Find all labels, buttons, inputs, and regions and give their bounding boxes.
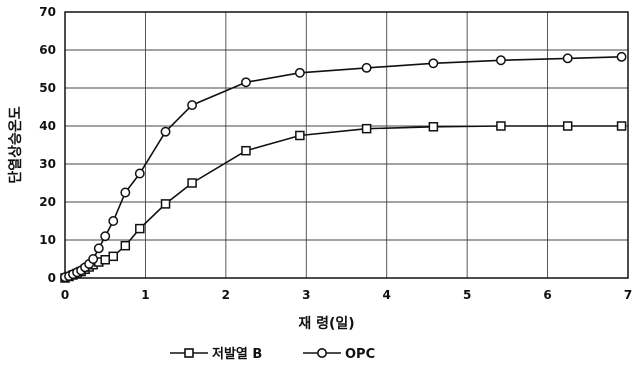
data-point-square <box>562 121 573 131</box>
data-point-square <box>428 122 439 132</box>
data-point-circle <box>241 77 251 88</box>
y-tick-label: 20 <box>39 195 56 209</box>
data-point-circle <box>134 168 145 179</box>
legend-label-opc: OPC <box>345 347 375 362</box>
data-point-circle <box>428 58 439 69</box>
data-point-circle <box>88 254 99 264</box>
data-point-circle <box>616 51 627 62</box>
data-point-circle <box>562 53 573 64</box>
data-point-square <box>241 145 251 156</box>
y-tick-label: 0 <box>48 271 56 285</box>
y-tick-label: 70 <box>39 5 56 19</box>
data-point-circle <box>160 126 171 137</box>
data-point-circle <box>93 243 104 254</box>
series-line <box>64 56 622 278</box>
y-tick-label: 50 <box>39 81 56 95</box>
data-point-square <box>120 240 131 251</box>
legend: 저발열 B OPC <box>170 346 375 362</box>
series-opc <box>60 51 627 283</box>
x-tick-label: 5 <box>463 288 471 302</box>
legend-marker-square <box>184 348 194 358</box>
data-point-circle <box>495 55 506 66</box>
y-tick-label: 30 <box>39 157 56 171</box>
y-tick-label: 10 <box>39 233 56 247</box>
data-point-square <box>160 199 171 209</box>
y-tick-label: 60 <box>39 43 56 57</box>
legend-label-low-heat-b: 저발열 B <box>212 346 262 362</box>
x-tick-label: 4 <box>383 288 391 302</box>
data-point-square <box>496 121 506 131</box>
plot-frame <box>64 11 629 279</box>
data-point-circle <box>361 62 372 73</box>
data-point-square <box>295 130 305 141</box>
data-point-circle <box>100 231 111 242</box>
x-tick-label: 2 <box>222 288 230 302</box>
legend-item-opc: OPC <box>303 347 375 362</box>
y-axis-ticks: 0 10 20 30 40 50 60 70 <box>39 5 56 285</box>
data-point-circle <box>187 100 198 111</box>
data-point-square <box>100 255 110 265</box>
grid-lines <box>65 12 628 278</box>
data-point-circle <box>294 67 305 78</box>
legend-item-low-heat-b: 저발열 B <box>170 346 262 362</box>
x-axis-ticks: 0 1 2 3 4 5 6 7 <box>61 288 632 302</box>
x-tick-label: 7 <box>624 288 632 302</box>
data-point-square <box>135 223 145 234</box>
legend-marker-circle <box>316 347 327 358</box>
data-point-square <box>616 121 627 131</box>
data-point-circle <box>108 216 119 226</box>
x-tick-label: 1 <box>141 288 149 302</box>
data-point-square <box>187 178 197 188</box>
data-point-square <box>108 251 119 262</box>
y-axis-title: 단열상승온도 <box>7 106 24 183</box>
x-tick-label: 3 <box>302 288 310 302</box>
x-axis-title: 재 령(일) <box>298 316 354 332</box>
series-layer <box>60 51 627 283</box>
data-point-square <box>361 123 372 134</box>
y-tick-label: 40 <box>39 119 56 133</box>
x-tick-label: 0 <box>61 288 69 302</box>
data-point-circle <box>120 187 131 198</box>
x-tick-label: 6 <box>543 288 551 302</box>
